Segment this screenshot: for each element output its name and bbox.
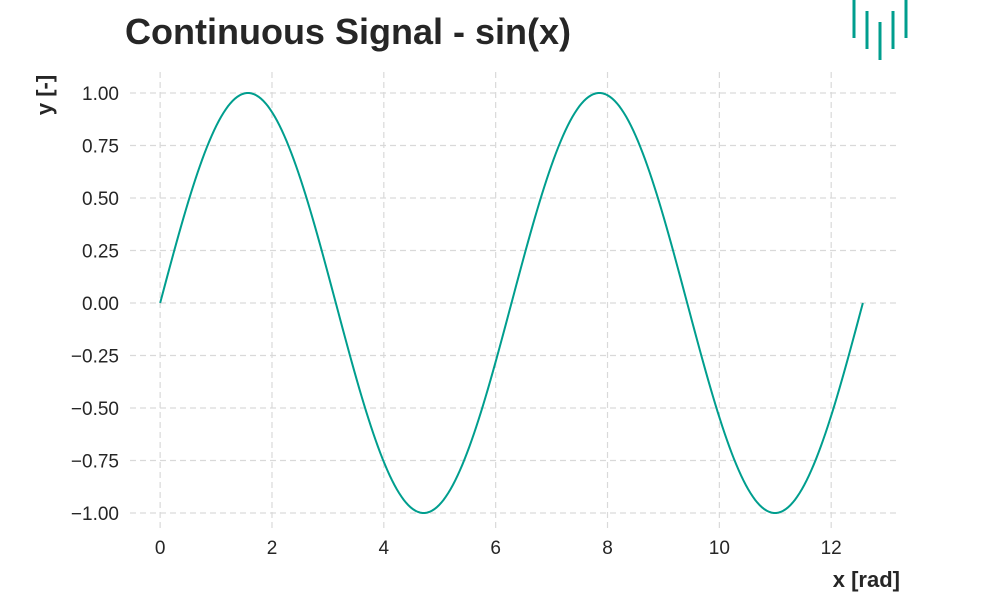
- y-tick-label: 1.00: [82, 84, 119, 105]
- y-tick-label: −0.25: [71, 347, 119, 368]
- x-tick-label: 2: [267, 538, 278, 559]
- y-tick-label: 0.00: [82, 294, 119, 315]
- y-tick-label: −1.00: [71, 504, 119, 525]
- y-tick-label: 0.50: [82, 189, 119, 210]
- y-axis-label: y [-]: [32, 75, 57, 115]
- plot-area: 1.00 0.75 0.50 0.25 0.00 −0.25 −0.50 −0.75 −1.00…: [71, 72, 898, 559]
- x-tick-label: 6: [490, 538, 501, 559]
- chart-title: Continuous Signal - sin(x): [125, 11, 571, 52]
- x-tick-label: 8: [602, 538, 613, 559]
- y-tick-label: 0.75: [82, 137, 119, 158]
- y-tick-label: 0.25: [82, 242, 119, 263]
- y-tick-label: −0.50: [71, 399, 119, 420]
- x-tick-label: 4: [379, 538, 390, 559]
- series-line-0: [159, 92, 864, 514]
- x-tick-label: 12: [821, 538, 842, 559]
- x-tick-label: 0: [155, 538, 166, 559]
- bar-pulse-logo-icon: [852, 0, 908, 60]
- y-tick-label: −0.75: [71, 452, 119, 473]
- x-axis-label: x [rad]: [833, 567, 900, 592]
- x-tick-label: 10: [709, 538, 730, 559]
